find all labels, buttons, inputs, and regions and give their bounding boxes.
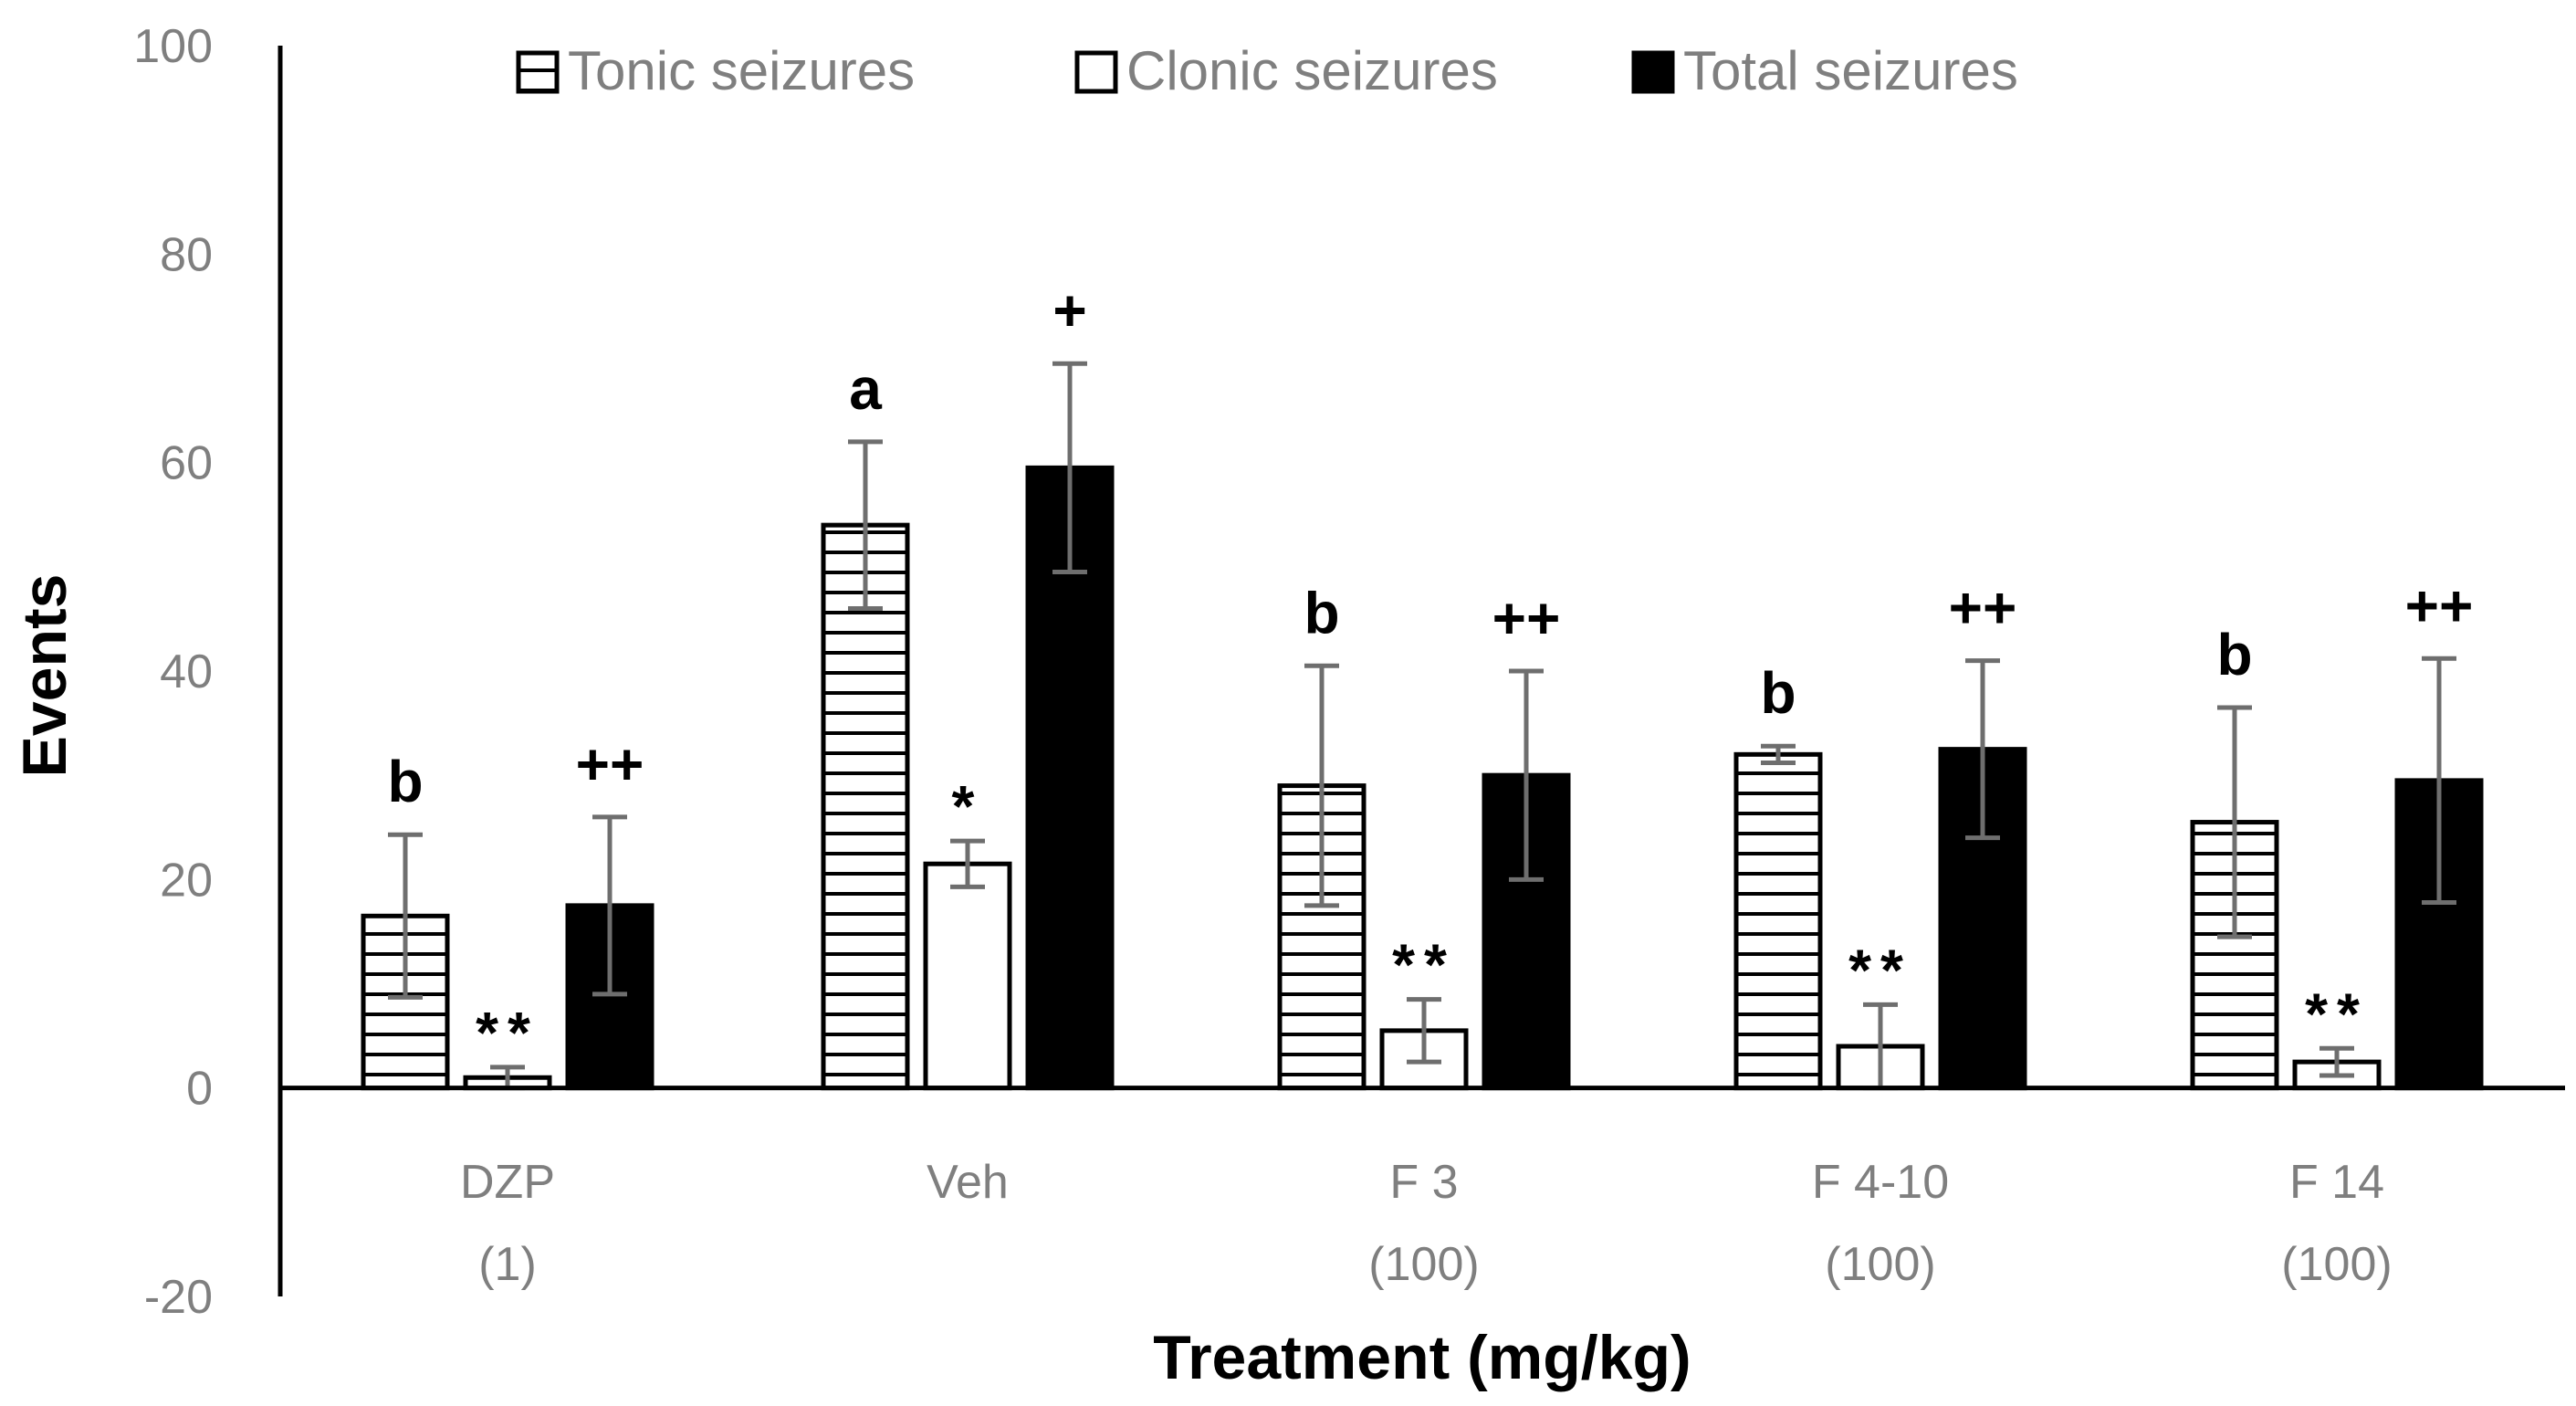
y-tick-label: 60 [160,437,213,490]
error-bar [1965,658,2000,841]
x-axis: DZP (1) Veh F 3 (100) F 4-10 (100) F 14 (100) [280,1086,2565,1291]
x-tick-label: Veh [927,1156,1009,1209]
x-tick-label: F 3 [1389,1156,1458,1209]
legend-item: Clonic seizures [1074,40,1498,101]
legend-swatch [516,50,560,94]
x-tick-label: F 14 [2289,1156,2384,1209]
y-tick-label: 0 [186,1063,213,1116]
legend-label: Clonic seizures [1126,40,1498,101]
legend-swatch [1074,50,1118,94]
y-axis: 100 80 60 40 20 0 -20 [133,20,283,1324]
error-bar [1509,668,1544,882]
error-bar [388,832,423,1000]
error-bar [2422,656,2456,905]
error-bar [2319,1045,2354,1078]
y-tick-label: 40 [160,645,213,698]
legend-label: Tonic seizures [568,40,915,101]
significance-label: ** [1392,932,1456,998]
x-tick-label: F 4-10 [1812,1156,1949,1209]
significance-label: b [1760,660,1796,726]
error-bar [592,814,627,997]
legend-swatch [1631,50,1675,94]
significance-label: b [387,749,423,814]
x-tick-sublabel: (100) [1825,1238,1935,1291]
x-tick-sublabel: (100) [2281,1238,2392,1291]
significance-label: ** [476,1000,539,1065]
significance-label: a [849,356,882,422]
error-bar [1761,743,1796,765]
bar-horizontal-stripes [1733,751,1823,1091]
error-bar [1407,997,1441,1065]
significance-label: + [1052,278,1086,343]
legend: Tonic seizures Clonic seizures Total seizu… [516,40,2018,101]
x-tick-sublabel: (1) [478,1238,537,1291]
y-tick-label: 100 [133,20,213,73]
x-tick-sublabel: (100) [1368,1238,1479,1291]
significance-label: ** [1848,937,1912,1002]
error-bar [848,439,883,611]
x-tick-label: DZP [460,1156,555,1209]
significance-label: b [2216,622,2252,687]
x-axis-title: Treatment (mg/kg) [1153,1323,1691,1392]
error-bar [2217,705,2252,939]
significance-label: * [952,773,984,839]
y-axis-title: Events [10,574,79,778]
legend-label: Total seizures [1683,40,2018,101]
error-bar [1304,663,1339,908]
significance-label: ++ [2405,572,2474,638]
legend-item: Tonic seizures [516,40,915,101]
significance-label: ** [2305,981,2369,1046]
significance-label: ++ [1949,575,2017,641]
error-bar [950,838,985,889]
legend-item: Total seizures [1631,40,2018,101]
y-tick-label: -20 [144,1271,213,1324]
y-tick-label: 80 [160,228,213,281]
significance-label: ++ [576,731,644,797]
significance-label: b [1304,580,1339,645]
y-tick-label: 20 [160,854,213,907]
bar-open [923,861,1012,1091]
annotations: b ** ++ a * + b ** ++ b ** ++ b ** ++ [387,278,2473,1065]
significance-label: ++ [1492,585,1561,651]
error-bar [1052,361,1087,575]
